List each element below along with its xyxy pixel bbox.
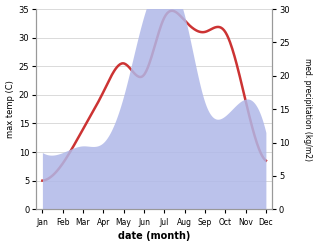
Y-axis label: med. precipitation (kg/m2): med. precipitation (kg/m2) <box>303 58 313 161</box>
Y-axis label: max temp (C): max temp (C) <box>5 80 15 138</box>
X-axis label: date (month): date (month) <box>118 231 190 242</box>
